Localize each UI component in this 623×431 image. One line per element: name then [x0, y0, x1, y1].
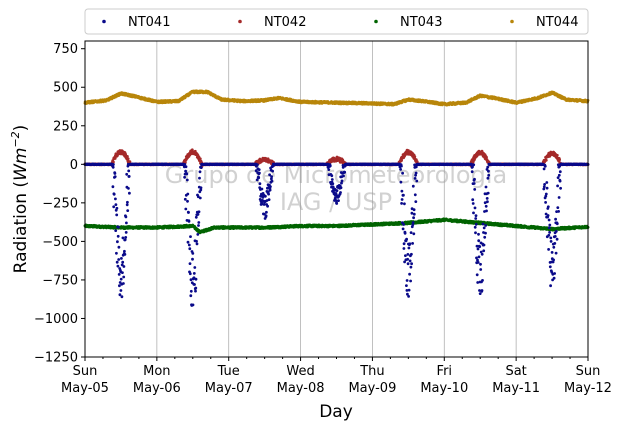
point-NT042 [126, 155, 129, 158]
series-layer [83, 89, 590, 307]
point-NT042 [198, 157, 202, 161]
point-NT042 [126, 157, 130, 161]
series-NT043 [83, 217, 590, 235]
grid-lines [156, 41, 517, 357]
